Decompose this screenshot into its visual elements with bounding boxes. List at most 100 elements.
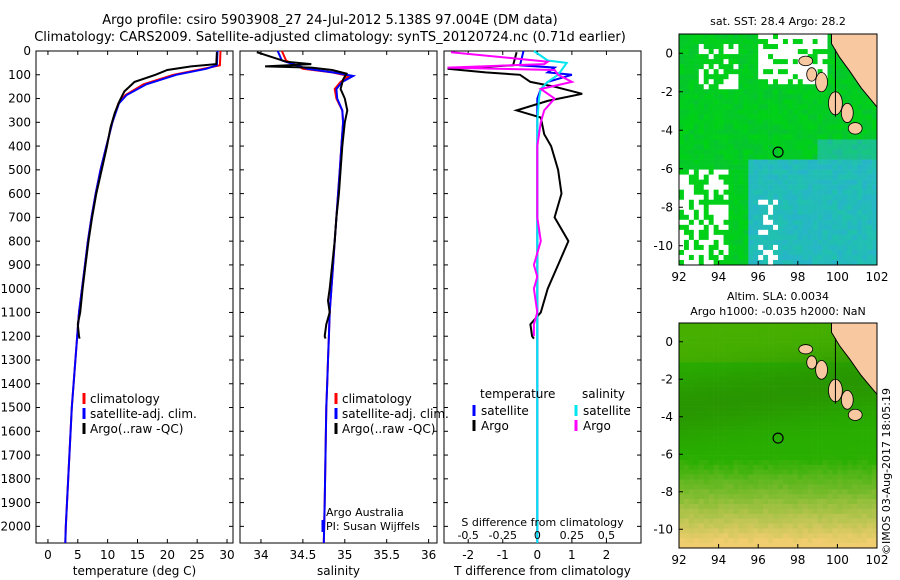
sla_map-frame	[678, 322, 878, 549]
temperature-xtick-label: 0	[44, 548, 52, 562]
sla_map-field	[679, 323, 878, 549]
sla_map-argo-marker	[772, 432, 784, 444]
sst_map-argo-marker	[772, 146, 784, 158]
sst_map-xtick-label: 100	[826, 270, 849, 284]
depth-tick-label: 800	[8, 234, 31, 248]
depth-tick-label: 1900	[0, 496, 31, 510]
diff-legend-label-t: Argo	[481, 419, 509, 433]
title-line-1: Argo profile: csiro 5903908_27 24-Jul-20…	[102, 13, 558, 28]
sst_map-island	[798, 55, 814, 67]
depth-tick-label: 1500	[0, 401, 31, 415]
sla-map-title-1: Altim. SLA: 0.0034	[726, 290, 830, 303]
difference-series-t-argo	[447, 51, 583, 340]
sst_map-ytick-label: -6	[661, 162, 673, 176]
sla_map-xtick-label: 92	[671, 553, 686, 567]
sla_map-island	[798, 344, 814, 355]
difference-xtick-label: -2	[462, 548, 474, 562]
depth-tick-label: 200	[8, 92, 31, 106]
sla_map-island	[806, 355, 818, 370]
depth-tick-label: 1400	[0, 377, 31, 391]
temperature-plot-frame	[35, 50, 234, 544]
sst_map-island	[840, 102, 854, 123]
depth-tick-label: 1100	[0, 306, 31, 320]
sst_map-ytick-label: -4	[661, 123, 673, 137]
temperature-xtick-label: 10	[100, 548, 115, 562]
diff-legend-title-s: salinity	[582, 387, 625, 401]
diff-legend-label-s: satellite	[583, 404, 631, 418]
temperature-xtick-label: 25	[190, 548, 205, 562]
sla_map-ytick-label: -10	[653, 522, 673, 536]
sla_map-ytick-label: -4	[661, 410, 673, 424]
sst_map-field	[679, 34, 878, 266]
sst_map-island	[815, 72, 828, 93]
sla_map-ytick-label: 0	[665, 335, 673, 349]
sla_map-ytick-label: -2	[661, 372, 673, 386]
sla_map-xtick-label: 94	[711, 553, 726, 567]
depth-tick-label: 1300	[0, 353, 31, 367]
difference-xtick-label: 2	[603, 548, 611, 562]
sst_map-xtick-label: 102	[866, 270, 889, 284]
sst_map-xtick-label: 96	[751, 270, 766, 284]
depth-tick-label: 0	[23, 44, 31, 58]
sst-map-title: sat. SST: 28.4 Argo: 28.2	[710, 15, 846, 28]
salinity-legend-label: climatology	[342, 392, 412, 406]
salinity-xtick-label: 36	[421, 548, 436, 562]
difference-plot-frame	[443, 50, 642, 544]
depth-tick-label: 2000	[0, 520, 31, 534]
temperature-legend-label: satellite-adj. clim.	[90, 407, 197, 421]
sst_map-xtick-label: 94	[711, 270, 726, 284]
depth-tick-label: 300	[8, 116, 31, 130]
difference-series-s-argo	[447, 51, 575, 337]
depth-tick-label: 1200	[0, 329, 31, 343]
salinity-legend-label: Argo(..raw -QC)	[342, 422, 435, 436]
sst_map-frame	[678, 33, 878, 266]
difference-series-s-satellite	[533, 50, 569, 543]
depth-tick-label: 1000	[0, 282, 31, 296]
sla_map-island	[847, 408, 863, 421]
credit-text: ©IMOS 03-Aug-2017 18:05:19	[880, 388, 893, 555]
diff-legend-label-t: satellite	[481, 404, 529, 418]
sst_map-ytick-label: -10	[653, 239, 673, 253]
depth-tick-label: 400	[8, 139, 31, 153]
title-line-2: Climatology: CARS2009. Satellite-adjuste…	[34, 30, 626, 45]
depth-tick-label: 700	[8, 211, 31, 225]
salinity-annotation-2: PI: Susan Wijffels	[326, 520, 420, 533]
temperature-xtick-label: 15	[130, 548, 145, 562]
temperature-legend-label: climatology	[90, 392, 160, 406]
temperature-xtick-label: 20	[160, 548, 175, 562]
sst_map-ytick-label: -8	[661, 200, 673, 214]
depth-tick-label: 1800	[0, 472, 31, 486]
salinity-annotation-1: Argo Australia	[326, 506, 404, 519]
temperature-legend-label: Argo(..raw -QC)	[90, 422, 183, 436]
sst_map-xtick-label: 98	[790, 270, 805, 284]
sla_map-xtick-label: 102	[866, 553, 889, 567]
depth-tick-label: 600	[8, 187, 31, 201]
difference-xlabel: T difference from climatology	[453, 564, 631, 578]
sdiff-axis-label: S difference from climatology	[461, 516, 624, 529]
sdiff-tick-label: -0.25	[489, 529, 517, 542]
difference-xtick-label: -1	[497, 548, 509, 562]
sla-map-title-2: Argo h1000: -0.035 h2000: NaN	[690, 305, 866, 318]
salinity-xtick-label: 35.5	[373, 548, 400, 562]
depth-tick-label: 500	[8, 163, 31, 177]
difference-xtick-label: 1	[568, 548, 576, 562]
sla_map-ytick-label: -8	[661, 485, 673, 499]
depth-tick-label: 1700	[0, 448, 31, 462]
depth-tick-label: 1600	[0, 424, 31, 438]
sla_map-xtick-label: 100	[826, 553, 849, 567]
diff-legend-title-t: temperature	[480, 387, 555, 401]
sst_map-ytick-label: 0	[665, 46, 673, 60]
sst_map-island	[806, 67, 818, 82]
temperature-xtick-label: 5	[74, 548, 82, 562]
sdiff-tick-label: -0.5	[457, 529, 478, 542]
salinity-xtick-label: 35	[337, 548, 352, 562]
salinity-xtick-label: 34.5	[290, 548, 317, 562]
sst_map-ytick-label: -2	[661, 85, 673, 99]
sst_map-xtick-label: 92	[671, 270, 686, 284]
difference-xtick-label: 0	[533, 548, 541, 562]
sla_map-island	[840, 390, 854, 410]
salinity-xtick-label: 34	[253, 548, 268, 562]
depth-tick-label: 100	[8, 68, 31, 82]
